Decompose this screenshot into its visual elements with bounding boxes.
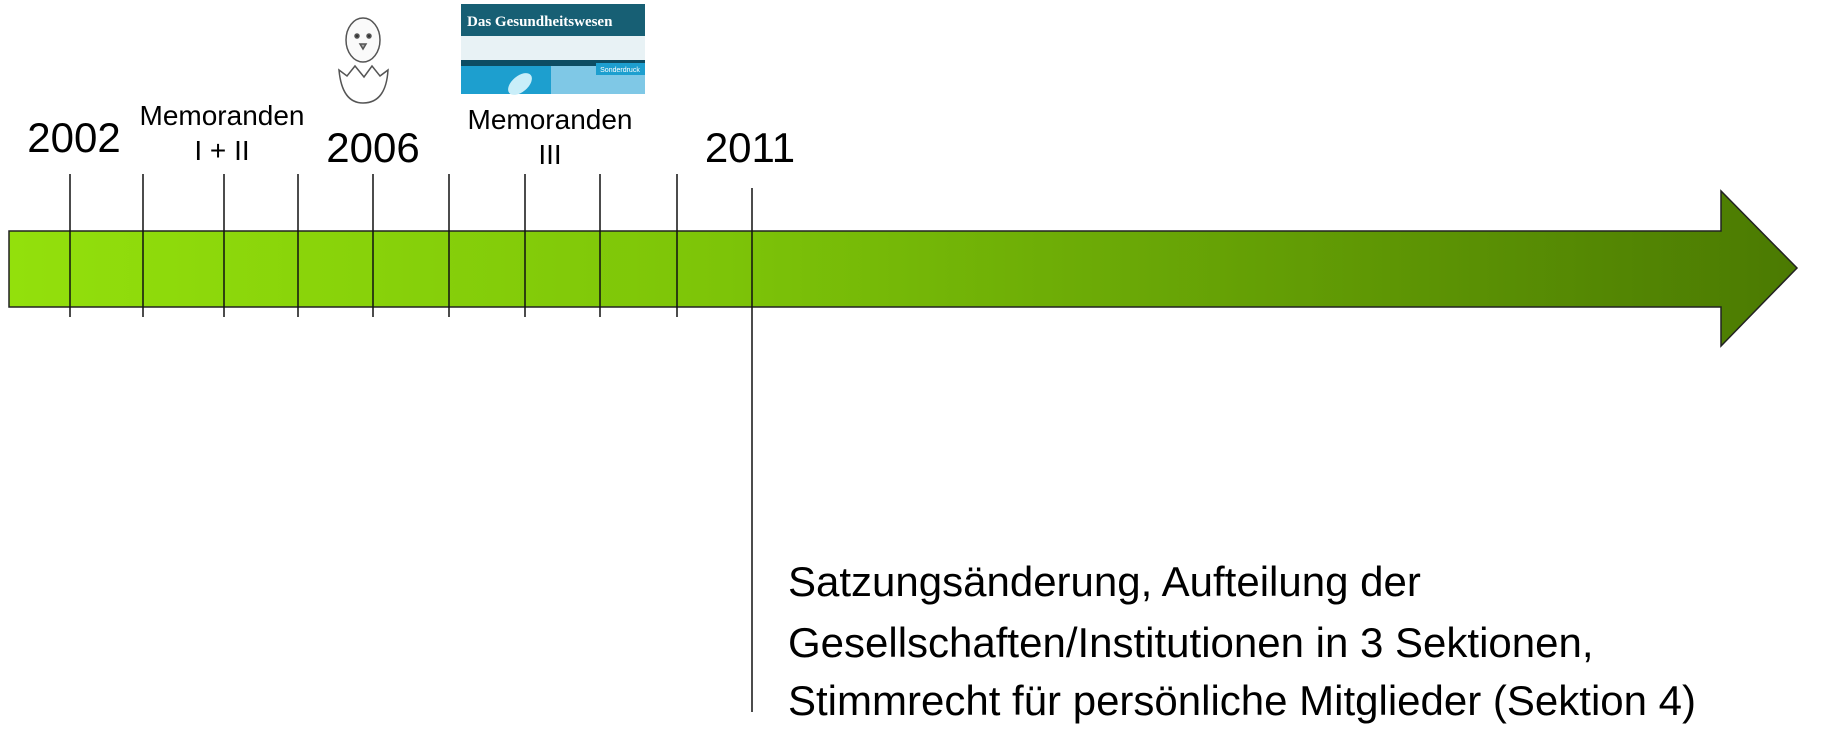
year-label: 2002: [27, 114, 120, 161]
chick-icon: [339, 18, 388, 103]
journal-cover: Das Gesundheitswesen Sonderdruck: [461, 4, 645, 99]
timeline-arrow: [9, 191, 1797, 346]
note-line: Gesellschaften/Institutionen in 3 Sektio…: [788, 619, 1594, 666]
year-label: 2006: [326, 124, 419, 171]
timeline-slide: 2002 2006 2011 Memoranden I + II Memoran…: [0, 0, 1835, 726]
note-line: Satzungsänderung, Aufteilung der: [788, 558, 1421, 605]
cover-badge: Sonderdruck: [600, 67, 640, 74]
event-label: I + II: [194, 135, 249, 166]
event-label: Memoranden: [140, 100, 305, 131]
event-label: Memoranden: [468, 104, 633, 135]
note-line: Stimmrecht für persönliche Mitglieder (S…: [788, 677, 1696, 724]
event-label: III: [538, 139, 561, 170]
cover-title: Das Gesundheitswesen: [467, 14, 613, 30]
year-label: 2011: [705, 124, 795, 171]
